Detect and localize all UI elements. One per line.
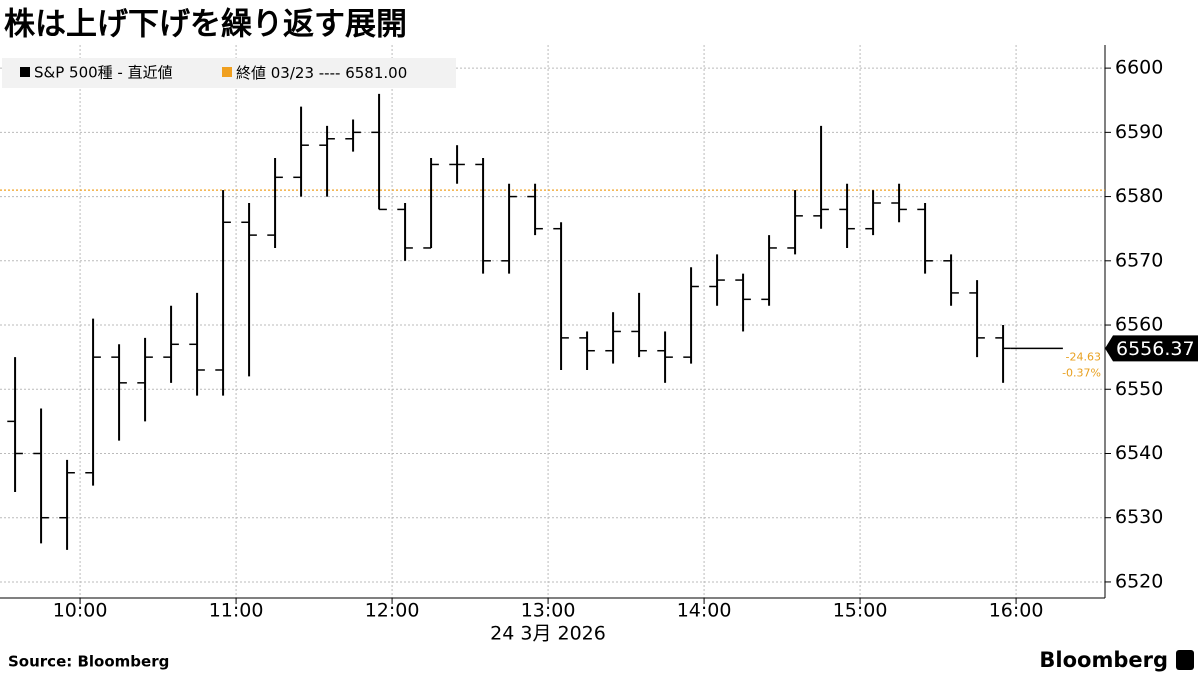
brand: Bloomberg [1039,648,1168,672]
y-tick-label: 6580 [1115,185,1163,207]
legend-text: 終値 03/23 ---- [236,64,340,82]
x-tick-label: 13:00 [521,600,576,622]
y-tick-label: 6540 [1115,442,1163,464]
last-value-flag [1105,335,1198,362]
legend-label: S&P 500種 - 直近値 [34,64,173,82]
source: Source: Bloomberg [8,653,169,671]
brand-icon [1176,650,1194,670]
y-tick-label: 6590 [1115,121,1163,143]
legend-label: 終値 03/23 ---- 6581.00 [236,64,407,82]
y-tick-label: 6530 [1115,506,1163,528]
y-tick-label: 6520 [1115,570,1163,592]
legend-value: 6581.00 [345,64,407,82]
last-value-label: 6556.37 [1116,338,1195,360]
x-tick-label: 10:00 [53,600,108,622]
legend-swatch [222,67,232,77]
x-tick-label: 14:00 [677,600,732,622]
chart-title: 株は上げ下げを繰り返す展開 [4,7,407,43]
legend-swatch [20,67,30,77]
y-tick-label: 6550 [1115,378,1163,400]
x-tick-label: 15:00 [833,600,888,622]
x-tick-label: 11:00 [209,600,264,622]
change-label: -0.37% [1062,366,1101,379]
x-tick-label: 12:00 [365,600,420,622]
y-tick-label: 6600 [1115,57,1163,79]
x-tick-label: 16:00 [989,600,1044,622]
x-axis-label: 24 3月 2026 [490,623,606,645]
change-label: -24.63 [1066,350,1101,363]
y-tick-label: 6570 [1115,249,1163,271]
y-tick-label: 6560 [1115,314,1163,336]
